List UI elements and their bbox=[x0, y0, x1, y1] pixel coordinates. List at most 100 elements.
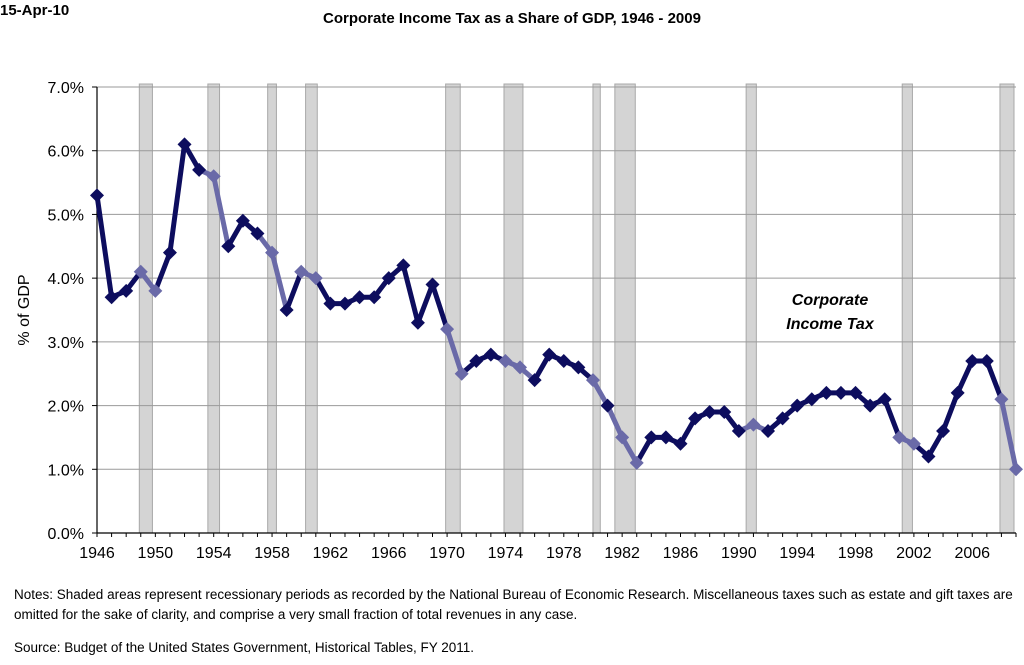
data-point bbox=[352, 290, 367, 305]
series-line-segment bbox=[94, 192, 115, 300]
series-line-segment bbox=[430, 282, 450, 332]
tick-labels: 0.0% 1.0% 2.0% 3.0% 4.0% 5.0% 6.0% 7.0% 1946 1950… bbox=[48, 80, 991, 562]
y-tick-label: 5.0% bbox=[48, 207, 84, 224]
data-point bbox=[221, 239, 236, 254]
date-label: 15-Apr-10 bbox=[0, 2, 70, 19]
data-point bbox=[761, 424, 776, 439]
x-tick-label: 1974 bbox=[488, 545, 524, 562]
data-point bbox=[804, 392, 819, 407]
x-tick-label: 1982 bbox=[604, 545, 640, 562]
data-point bbox=[921, 449, 936, 464]
series-line-segment bbox=[167, 141, 188, 256]
data-point bbox=[585, 373, 600, 388]
data-point bbox=[877, 392, 892, 407]
series-line-segment bbox=[605, 403, 625, 440]
recession-band bbox=[305, 83, 318, 534]
series-line-segment bbox=[152, 250, 173, 294]
recession-band bbox=[614, 83, 636, 534]
data-point bbox=[308, 271, 323, 286]
chart-plot: 0.0% 1.0% 2.0% 3.0% 4.0% 5.0% 6.0% 7.0% 1946 1950… bbox=[16, 80, 1023, 562]
data-point bbox=[950, 385, 965, 400]
data-point bbox=[265, 245, 280, 260]
data-point bbox=[162, 245, 177, 260]
data-point bbox=[717, 404, 732, 419]
series-line-segment bbox=[984, 358, 1004, 402]
data-point bbox=[965, 353, 980, 368]
y-axis-title: % of GDP bbox=[16, 274, 33, 345]
data-point bbox=[629, 455, 644, 470]
x-tick-label: 1986 bbox=[663, 545, 699, 562]
y-tick-label: 0.0% bbox=[48, 526, 84, 543]
x-tick-label: 1966 bbox=[371, 545, 407, 562]
series-line-segment bbox=[998, 396, 1019, 472]
data-point bbox=[454, 366, 469, 381]
data-point bbox=[410, 315, 425, 330]
data-point bbox=[323, 296, 338, 311]
recession-band bbox=[503, 83, 524, 534]
x-tick-label: 1994 bbox=[779, 545, 815, 562]
data-point bbox=[148, 283, 163, 298]
data-point bbox=[513, 360, 528, 375]
y-tick-label: 2.0% bbox=[48, 399, 84, 416]
data-point bbox=[396, 258, 411, 273]
chart-title: Corporate Income Tax as a Share of GDP, … bbox=[323, 10, 701, 27]
data-point bbox=[1009, 462, 1023, 477]
data-point bbox=[294, 264, 309, 279]
data-point bbox=[571, 360, 586, 375]
data-point bbox=[833, 385, 848, 400]
recession-band bbox=[745, 83, 757, 534]
data-point bbox=[425, 277, 440, 292]
data-point bbox=[906, 436, 921, 451]
data-point bbox=[658, 430, 673, 445]
data-point bbox=[936, 424, 951, 439]
data-point bbox=[600, 398, 615, 413]
data-point bbox=[979, 353, 994, 368]
data-point bbox=[556, 353, 571, 368]
data-point bbox=[177, 137, 192, 152]
data-point bbox=[615, 430, 630, 445]
recession-band bbox=[267, 83, 277, 534]
recession-bands bbox=[138, 83, 1015, 534]
x-tick-label: 1946 bbox=[79, 545, 115, 562]
data-point bbox=[483, 347, 498, 362]
gridlines bbox=[97, 86, 1016, 470]
recession-band bbox=[138, 83, 153, 534]
recession-band bbox=[445, 83, 461, 534]
x-tick-label: 2006 bbox=[954, 545, 990, 562]
series-corporate-income-tax bbox=[90, 137, 1023, 477]
recession-band bbox=[901, 83, 913, 534]
data-point bbox=[337, 296, 352, 311]
data-point bbox=[206, 169, 221, 184]
series-annotation-line1: Corporate bbox=[792, 292, 869, 309]
x-tick-label: 1970 bbox=[429, 545, 465, 562]
series-line-segment bbox=[400, 262, 421, 326]
data-point bbox=[498, 353, 513, 368]
data-point bbox=[235, 213, 250, 228]
x-tick-label: 1978 bbox=[546, 545, 582, 562]
data-point bbox=[367, 290, 382, 305]
data-point bbox=[892, 430, 907, 445]
series-annotation-line2: Income Tax bbox=[786, 316, 875, 333]
series-line-segment bbox=[211, 173, 231, 249]
recession-band bbox=[592, 83, 601, 534]
data-point bbox=[527, 373, 542, 388]
series-line-segment bbox=[940, 390, 961, 434]
data-point bbox=[381, 271, 396, 286]
data-point bbox=[469, 353, 484, 368]
series-line-segment bbox=[444, 326, 465, 377]
recession-band bbox=[999, 83, 1015, 534]
x-tick-label: 1954 bbox=[196, 545, 232, 562]
x-tick-label: 1950 bbox=[138, 545, 174, 562]
axes bbox=[92, 86, 1017, 537]
data-point bbox=[440, 322, 455, 337]
data-point bbox=[279, 303, 294, 317]
data-point bbox=[90, 188, 104, 203]
x-tick-label: 1958 bbox=[254, 545, 290, 562]
y-tick-label: 4.0% bbox=[48, 271, 84, 288]
data-point bbox=[702, 404, 717, 419]
y-tick-label: 1.0% bbox=[48, 462, 84, 479]
data-point bbox=[775, 411, 790, 426]
data-point bbox=[731, 424, 746, 439]
x-tick-label: 1998 bbox=[838, 545, 874, 562]
recession-band bbox=[207, 83, 221, 534]
